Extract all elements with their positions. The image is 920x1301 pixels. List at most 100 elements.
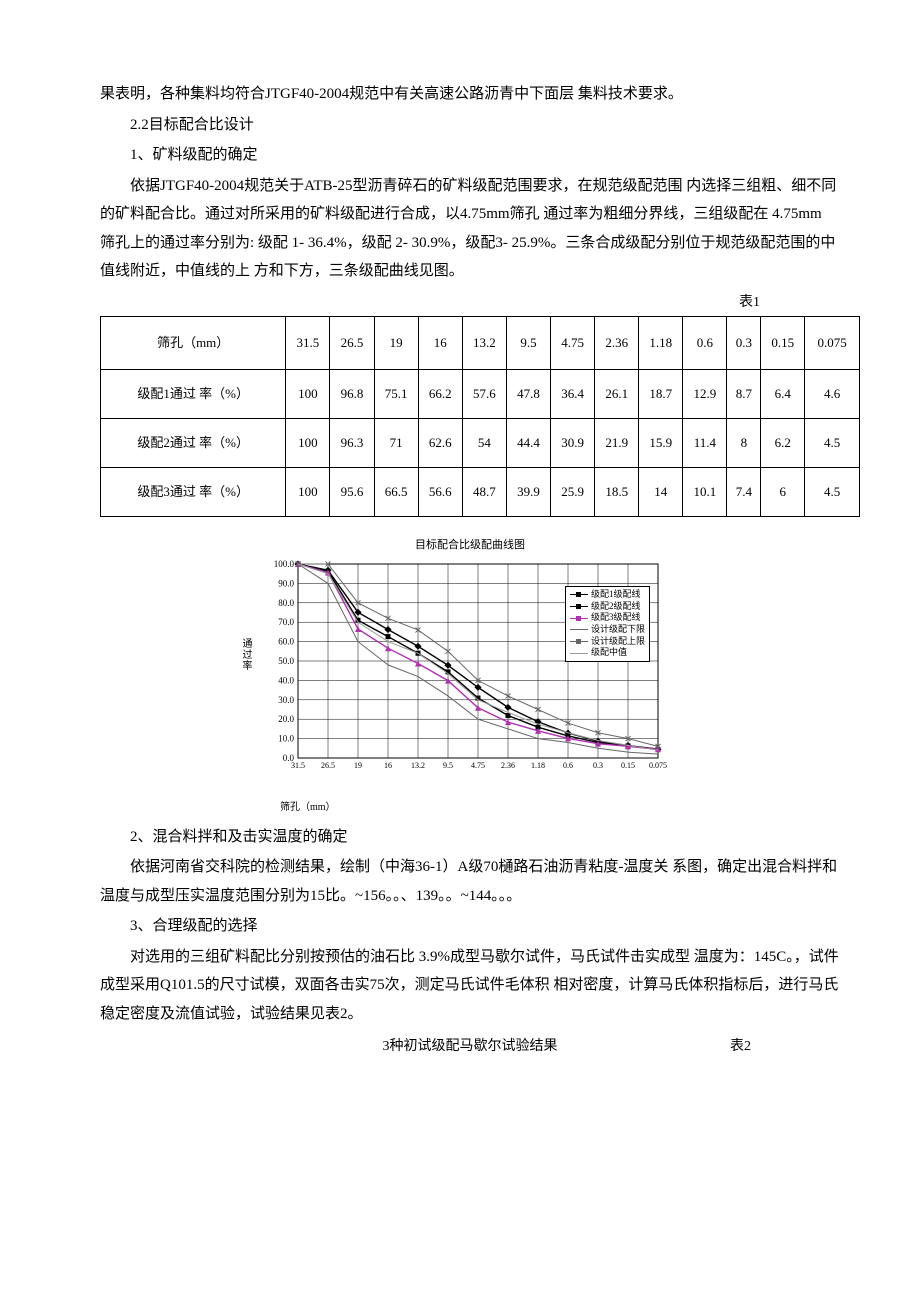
svg-text:1.18: 1.18 bbox=[531, 761, 545, 770]
table-cell: 25.9 bbox=[551, 468, 595, 517]
table-cell: 100 bbox=[286, 370, 330, 419]
table-cell: 18.7 bbox=[639, 370, 683, 419]
svg-text:0.6: 0.6 bbox=[563, 761, 573, 770]
table-cell: 21.9 bbox=[595, 419, 639, 468]
chart-y-label: 通过率 bbox=[236, 638, 255, 671]
table-cell: 10.1 bbox=[683, 468, 727, 517]
svg-text:0.15: 0.15 bbox=[621, 761, 635, 770]
table-header: 19 bbox=[374, 317, 418, 370]
table-header: 0.075 bbox=[805, 317, 860, 370]
heading-2-2-1: 1、矿料级配的确定 bbox=[100, 141, 840, 170]
chart-legend: 级配1级配线级配2级配线级配3级配线设计级配下限设计级配上限级配中值 bbox=[565, 586, 650, 662]
table-cell: 36.4 bbox=[551, 370, 595, 419]
legend-item: 设计级配下限 bbox=[570, 624, 645, 636]
svg-text:30.0: 30.0 bbox=[278, 695, 294, 705]
svg-text:20.0: 20.0 bbox=[278, 714, 294, 724]
svg-text:19: 19 bbox=[354, 761, 362, 770]
svg-text:16: 16 bbox=[384, 761, 392, 770]
table-cell: 66.5 bbox=[374, 468, 418, 517]
table-cell: 47.8 bbox=[506, 370, 550, 419]
table-cell: 15.9 bbox=[639, 419, 683, 468]
table-header: 0.15 bbox=[761, 317, 805, 370]
table2-caption: 3种初试级配马歇尔试验结果 bbox=[100, 1034, 730, 1061]
table-cell: 48.7 bbox=[462, 468, 506, 517]
table-row-label: 级配1通过 率（%） bbox=[101, 370, 286, 419]
table-cell: 100 bbox=[286, 419, 330, 468]
legend-item: 级配2级配线 bbox=[570, 601, 645, 613]
paragraph-temperature: 依据河南省交科院的检测结果，绘制（中海36-1）A级70樋路石油沥青粘度-温度关… bbox=[100, 853, 840, 910]
table-cell: 6.4 bbox=[761, 370, 805, 419]
table-cell: 7.4 bbox=[727, 468, 761, 517]
table-cell: 4.5 bbox=[805, 468, 860, 517]
legend-item: 级配中值 bbox=[570, 647, 645, 659]
table-cell: 18.5 bbox=[595, 468, 639, 517]
table2-label: 表2 bbox=[730, 1034, 840, 1061]
table-cell: 96.8 bbox=[330, 370, 374, 419]
table-cell: 39.9 bbox=[506, 468, 550, 517]
table-cell: 4.6 bbox=[805, 370, 860, 419]
intro-fragment: 果表明，各种集料均符合JTGF40-2004规范中有关高速公路沥青中下面层 集料… bbox=[100, 80, 840, 109]
table2-caption-row: 3种初试级配马歇尔试验结果 表2 bbox=[100, 1034, 840, 1061]
table-row-label: 级配3通过 率（%） bbox=[101, 468, 286, 517]
table-header: 1.18 bbox=[639, 317, 683, 370]
table-cell: 56.6 bbox=[418, 468, 462, 517]
table-cell: 30.9 bbox=[551, 419, 595, 468]
legend-item: 级配1级配线 bbox=[570, 589, 645, 601]
table-cell: 8.7 bbox=[727, 370, 761, 419]
table-cell: 12.9 bbox=[683, 370, 727, 419]
table-cell: 11.4 bbox=[683, 419, 727, 468]
table-cell: 57.6 bbox=[462, 370, 506, 419]
legend-item: 设计级配上限 bbox=[570, 636, 645, 648]
table-cell: 62.6 bbox=[418, 419, 462, 468]
paragraph-marshall: 对选用的三组矿料配比分别按预估的油石比 3.9%成型马歇尔试件，马氏试件击实成型… bbox=[100, 943, 840, 1029]
table-cell: 6.2 bbox=[761, 419, 805, 468]
table-header: 31.5 bbox=[286, 317, 330, 370]
chart-x-label: 筛孔（mm） bbox=[280, 798, 690, 817]
svg-text:40.0: 40.0 bbox=[278, 675, 294, 685]
heading-2-2-2: 2、混合料拌和及击实温度的确定 bbox=[100, 823, 840, 852]
svg-text:26.5: 26.5 bbox=[321, 761, 335, 770]
svg-text:13.2: 13.2 bbox=[411, 761, 425, 770]
table-cell: 95.6 bbox=[330, 468, 374, 517]
table-header: 0.3 bbox=[727, 317, 761, 370]
svg-text:50.0: 50.0 bbox=[278, 656, 294, 666]
table-cell: 96.3 bbox=[330, 419, 374, 468]
table-cell: 26.1 bbox=[595, 370, 639, 419]
legend-item: 级配3级配线 bbox=[570, 612, 645, 624]
table-header: 9.5 bbox=[506, 317, 550, 370]
svg-text:90.0: 90.0 bbox=[278, 578, 294, 588]
table-cell: 8 bbox=[727, 419, 761, 468]
svg-text:0.3: 0.3 bbox=[593, 761, 603, 770]
table-cell: 66.2 bbox=[418, 370, 462, 419]
table-header: 2.36 bbox=[595, 317, 639, 370]
table-cell: 6 bbox=[761, 468, 805, 517]
table-cell: 14 bbox=[639, 468, 683, 517]
svg-text:0.075: 0.075 bbox=[649, 761, 667, 770]
svg-text:70.0: 70.0 bbox=[278, 617, 294, 627]
table-header: 13.2 bbox=[462, 317, 506, 370]
svg-text:60.0: 60.0 bbox=[278, 637, 294, 647]
svg-text:100.0: 100.0 bbox=[274, 559, 295, 569]
table-cell: 71 bbox=[374, 419, 418, 468]
table-header: 16 bbox=[418, 317, 462, 370]
table-cell: 54 bbox=[462, 419, 506, 468]
table-cell: 100 bbox=[286, 468, 330, 517]
svg-text:80.0: 80.0 bbox=[278, 598, 294, 608]
svg-text:4.75: 4.75 bbox=[471, 761, 485, 770]
table-header: 26.5 bbox=[330, 317, 374, 370]
heading-2-2-3: 3、合理级配的选择 bbox=[100, 912, 840, 941]
table1-label: 表1 bbox=[100, 290, 840, 317]
svg-text:9.5: 9.5 bbox=[443, 761, 453, 770]
gradation-chart: 目标配合比级配曲线图 通过率 0.010.020.030.040.050.060… bbox=[250, 535, 690, 817]
table-cell: 44.4 bbox=[506, 419, 550, 468]
table-header: 4.75 bbox=[551, 317, 595, 370]
svg-text:10.0: 10.0 bbox=[278, 734, 294, 744]
gradation-table: 筛孔（mm）31.526.5191613.29.54.752.361.180.6… bbox=[100, 316, 860, 517]
table-cell: 75.1 bbox=[374, 370, 418, 419]
chart-title: 目标配合比级配曲线图 bbox=[250, 535, 690, 556]
table-header: 筛孔（mm） bbox=[101, 317, 286, 370]
paragraph-gradation: 依据JTGF40-2004规范关于ATB-25型沥青碎石的矿料级配范围要求，在规… bbox=[100, 172, 840, 286]
svg-text:2.36: 2.36 bbox=[501, 761, 515, 770]
svg-text:31.5: 31.5 bbox=[291, 761, 305, 770]
table-row-label: 级配2通过 率（%） bbox=[101, 419, 286, 468]
